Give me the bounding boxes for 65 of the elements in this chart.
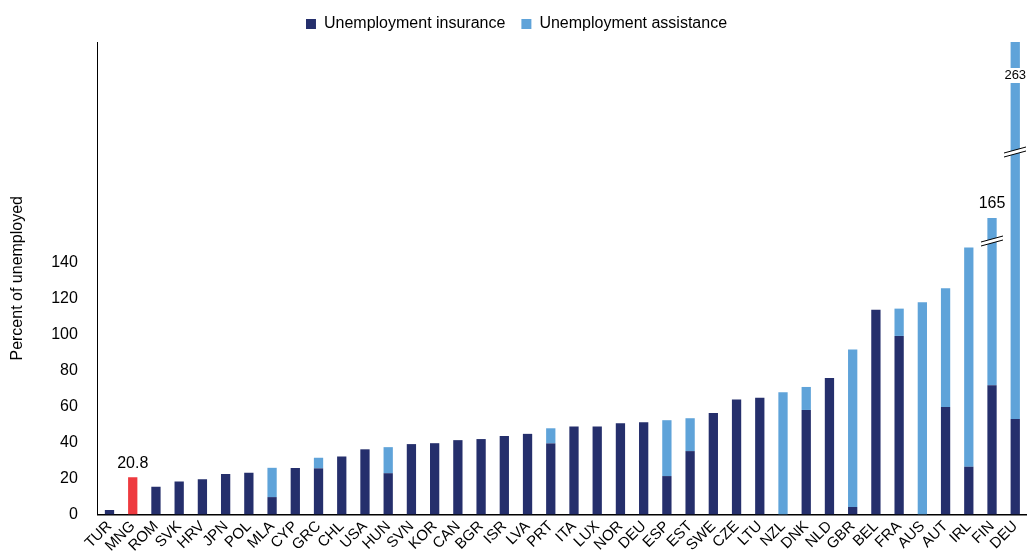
bar bbox=[313, 457, 324, 469]
bar bbox=[174, 481, 184, 515]
bar bbox=[1010, 419, 1020, 515]
bar bbox=[662, 420, 672, 477]
bar bbox=[244, 472, 254, 515]
bar bbox=[430, 443, 440, 515]
bar bbox=[546, 428, 556, 444]
y-tick-label: 120 bbox=[51, 289, 78, 307]
bar bbox=[383, 473, 393, 515]
bar bbox=[871, 309, 881, 515]
bar bbox=[894, 308, 904, 336]
bar bbox=[964, 466, 974, 515]
bar bbox=[685, 451, 695, 515]
bar bbox=[917, 302, 927, 515]
bar bbox=[267, 497, 277, 515]
bar bbox=[499, 436, 509, 515]
bar bbox=[592, 426, 602, 515]
y-tick-label: 100 bbox=[51, 325, 78, 343]
bar bbox=[383, 447, 393, 474]
y-tick-label: 80 bbox=[60, 361, 78, 379]
bar bbox=[848, 349, 858, 507]
y-tick-label: 140 bbox=[51, 253, 78, 271]
bar bbox=[708, 413, 718, 515]
bar bbox=[940, 406, 951, 515]
bar bbox=[267, 467, 277, 498]
y-tick-label: 60 bbox=[60, 397, 78, 415]
bar bbox=[220, 474, 231, 515]
y-tick-label: 20 bbox=[60, 469, 78, 486]
bar bbox=[197, 479, 208, 515]
bar bbox=[476, 439, 486, 515]
bar bbox=[940, 288, 951, 407]
bar bbox=[337, 456, 347, 515]
bar bbox=[824, 377, 835, 515]
bar bbox=[615, 423, 626, 515]
bar bbox=[639, 422, 649, 515]
bar bbox=[522, 433, 533, 515]
bar bbox=[894, 335, 904, 515]
y-tick-label: 40 bbox=[60, 433, 78, 451]
bar bbox=[313, 468, 324, 515]
bar bbox=[290, 467, 300, 515]
bar bbox=[987, 218, 997, 386]
bar bbox=[685, 418, 695, 452]
bar bbox=[546, 443, 556, 515]
bar bbox=[662, 476, 672, 515]
bar bbox=[778, 392, 788, 515]
bar bbox=[360, 449, 370, 515]
total-label: 165 bbox=[978, 194, 1006, 212]
bar bbox=[128, 477, 138, 515]
bar bbox=[964, 247, 974, 467]
bar bbox=[406, 444, 417, 515]
total-label: 263 bbox=[1004, 67, 1027, 83]
bar bbox=[801, 386, 811, 410]
bar bbox=[848, 506, 858, 515]
bar bbox=[453, 440, 463, 515]
bar bbox=[569, 426, 579, 515]
bar bbox=[151, 486, 161, 515]
legend-label: Unemployment assistance bbox=[539, 14, 728, 32]
bar bbox=[731, 399, 742, 515]
bar bbox=[801, 409, 811, 515]
y-tick-label: 0 bbox=[68, 504, 78, 522]
bar bbox=[755, 397, 765, 515]
y-axis-title: Percent of unemployed bbox=[8, 195, 26, 361]
legend-label: Unemployment insurance bbox=[323, 14, 506, 32]
bar bbox=[987, 385, 997, 515]
total-label: 20.8 bbox=[117, 453, 149, 471]
